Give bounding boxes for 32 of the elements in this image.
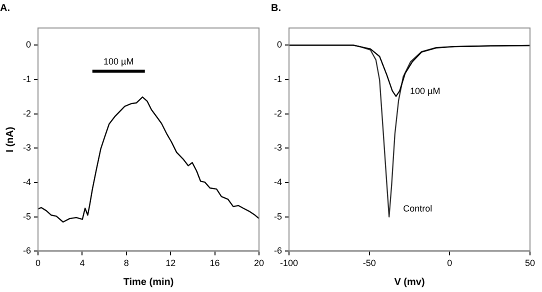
x-tick-label: -50 (362, 258, 376, 268)
x-tick-label: -100 (280, 258, 298, 268)
y-tick-label: -2 (22, 108, 31, 118)
y-tick-label: -5 (274, 211, 282, 222)
series-label: Control (403, 203, 432, 214)
y-tick-label: -3 (22, 142, 31, 153)
x-axis-title: Time (min) (123, 276, 174, 288)
x-tick-label: 8 (124, 258, 129, 268)
y-tick-label: -1 (22, 74, 31, 84)
y-tick-label: -6 (22, 246, 31, 256)
y-tick-label: -2 (274, 108, 282, 118)
x-tick-label: 12 (166, 258, 176, 268)
series-label: 100 µM (104, 56, 134, 66)
y-axis-title: I (nA) (4, 126, 16, 152)
y-tick-label: -4 (22, 177, 31, 188)
x-tick-label: 20 (254, 258, 264, 268)
chart-title: B. (271, 2, 282, 14)
x-tick-label: 16 (210, 258, 220, 268)
x-tick-label: 0 (35, 258, 41, 268)
series-label: 100 µM (410, 86, 440, 96)
y-tick-label: -4 (274, 177, 282, 188)
y-tick-label: -6 (274, 246, 282, 256)
y-tick-label: -5 (22, 211, 31, 222)
x-tick-label: 0 (447, 258, 452, 268)
chart-title: A. (0, 2, 10, 14)
x-axis-title: V (mv) (394, 276, 425, 288)
y-tick-label: 0 (26, 40, 31, 50)
y-tick-label: -3 (274, 142, 282, 153)
x-tick-label: 4 (80, 258, 85, 268)
y-tick-label: -1 (274, 74, 282, 84)
y-tick-label: 0 (276, 40, 282, 50)
x-tick-label: 50 (524, 258, 536, 268)
